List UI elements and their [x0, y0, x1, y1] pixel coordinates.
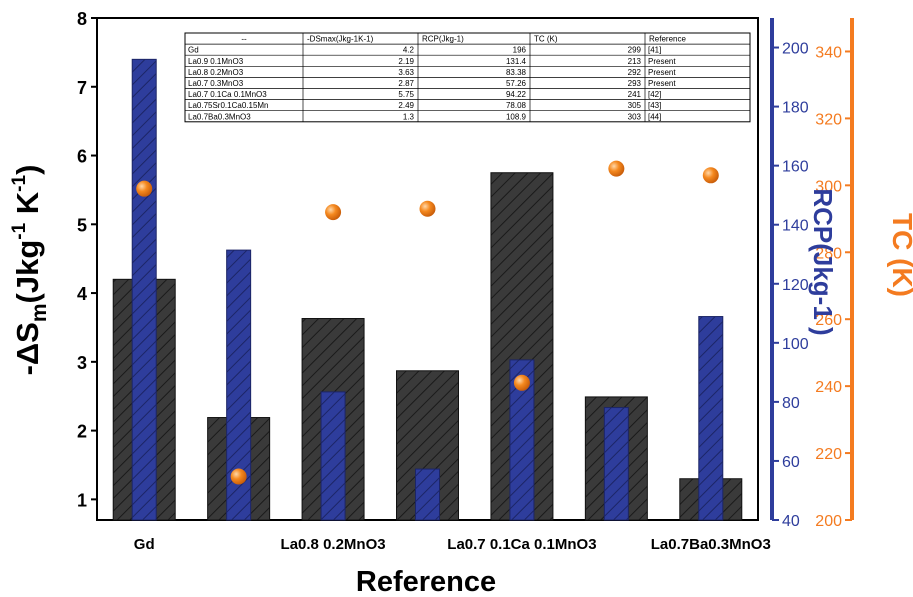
- tc-axis-tick-label: 200: [815, 513, 842, 530]
- left-axis-title-sup1: -1: [9, 222, 30, 239]
- table-cell: 1.3: [403, 112, 415, 121]
- table-cell: 78.08: [506, 101, 527, 110]
- table-cell: 94.22: [506, 90, 527, 99]
- table-header-cell: -DSmax(Jkg-1K-1): [307, 35, 374, 44]
- left-axis-tick-label: 5: [77, 215, 87, 235]
- dsm-bar-series: [112, 172, 743, 521]
- left-axis-tick-label: 8: [77, 9, 87, 29]
- table-cell: [43]: [648, 101, 661, 110]
- tc-marker: [419, 200, 436, 217]
- left-axis-tick-label: 2: [77, 422, 87, 442]
- tc-axis-title: TC (K): [887, 213, 913, 297]
- table-cell: La0.75Sr0.1Ca0.15Mn: [188, 101, 269, 110]
- tc-marker: [325, 204, 342, 221]
- tc-marker: [702, 167, 719, 184]
- table-cell: Present: [648, 79, 676, 88]
- x-axis-tick-label: La0.8 0.2MnO3: [281, 536, 386, 553]
- x-axis-tick-label: La0.7Ba0.3MnO3: [651, 536, 771, 553]
- table-cell: [42]: [648, 90, 661, 99]
- rcp-bar: [320, 391, 346, 521]
- table-cell: 241: [628, 90, 642, 99]
- x-axis-tick-label: La0.7 0.1Ca 0.1MnO3: [447, 536, 596, 553]
- tc-axis-tick-label: 340: [815, 44, 842, 61]
- rcp-axis-tick-label: 200: [782, 41, 809, 58]
- tc-marker: [513, 374, 530, 391]
- table-cell: La0.7 0.1Ca 0.1MnO3: [188, 90, 267, 99]
- table-cell: 108.9: [506, 112, 527, 121]
- rcp-axis-tick-label: 160: [782, 159, 809, 176]
- axes: 1 2 3 4 5 6 7 8 40 60 80 100 120 140 160 180 200 200 220 24…: [77, 9, 854, 553]
- left-axis-tick-label: 6: [77, 147, 87, 167]
- rcp-bar: [415, 468, 440, 521]
- table-cell: 305: [628, 101, 642, 110]
- left-axis-tick-label: 1: [77, 490, 87, 510]
- table-cell: 196: [513, 46, 527, 55]
- tc-axis-tick-label: 280: [815, 245, 842, 262]
- tc-marker-series: [136, 160, 719, 485]
- table-cell: La0.7 0.3MnO3: [188, 79, 244, 88]
- left-axis-title-end: ): [10, 165, 45, 175]
- table-cell: 303: [628, 112, 642, 121]
- table-cell: 292: [628, 68, 642, 77]
- left-axis-tick-label: 7: [77, 78, 87, 98]
- table-cell: 293: [628, 79, 642, 88]
- left-axis-title-sub: m: [28, 303, 51, 322]
- rcp-bar: [131, 58, 157, 521]
- tc-marker: [136, 180, 153, 197]
- table-cell: [44]: [648, 112, 661, 121]
- tc-axis-tick-label: 300: [815, 178, 842, 195]
- x-axis-title: Reference: [356, 566, 496, 597]
- table-cell: 3.63: [398, 68, 414, 77]
- table-cell: [41]: [648, 46, 661, 55]
- table-cell: 4.2: [403, 46, 415, 55]
- table-cell: La0.9 0.1MnO3: [188, 57, 244, 66]
- table-cell: 2.87: [398, 79, 414, 88]
- tc-axis-tick-label: 320: [815, 111, 842, 128]
- rcp-axis-title: RCP(Jkg-1 ): [808, 188, 838, 335]
- table-cell: 299: [628, 46, 642, 55]
- tc-axis-tick-label: 240: [815, 379, 842, 396]
- table-header-cell: Reference: [649, 35, 686, 44]
- table-cell: 57.26: [506, 79, 527, 88]
- data-table: -- -DSmax(Jkg-1K-1) RCP(Jkg-1) TC (K) Refere…: [184, 32, 751, 123]
- tc-marker: [608, 160, 625, 177]
- table-cell: 2.49: [398, 101, 414, 110]
- left-axis-title-rest: (Jkg: [10, 240, 45, 304]
- rcp-axis-tick-label: 180: [782, 100, 809, 117]
- table-cell: 5.75: [398, 90, 414, 99]
- left-axis-title-sup2: -1: [9, 174, 30, 191]
- table-cell: Gd: [188, 46, 199, 55]
- left-axis-title: -ΔSm(Jkg-1 K-1): [9, 165, 51, 376]
- table-cell: Present: [648, 57, 676, 66]
- tc-axis-tick-label: 220: [815, 446, 842, 463]
- table-cell: 131.4: [506, 57, 527, 66]
- x-axis-tick-label: Gd: [134, 536, 155, 553]
- table-cell: 83.38: [506, 68, 527, 77]
- rcp-axis-tick-label: 100: [782, 336, 809, 353]
- table-cell: La0.7Ba0.3MnO3: [188, 112, 251, 121]
- table-cell: La0.8 0.2MnO3: [188, 68, 244, 77]
- table-header-cell: TC (K): [534, 35, 558, 44]
- rcp-axis-tick-label: 80: [782, 395, 800, 412]
- table-header-cell: --: [241, 35, 247, 44]
- table-header-cell: RCP(Jkg-1): [422, 35, 464, 44]
- rcp-axis-tick-label: 120: [782, 277, 809, 294]
- rcp-bar: [509, 359, 535, 521]
- tc-marker: [230, 468, 247, 485]
- rcp-axis-tick-label: 60: [782, 454, 800, 471]
- rcp-axis-tick-label: 40: [782, 513, 800, 530]
- rcp-bar: [603, 407, 629, 521]
- rcp-bar: [698, 316, 724, 521]
- table-cell: Present: [648, 68, 676, 77]
- rcp-axis-tick-label: 140: [782, 218, 809, 235]
- table-cell: 213: [628, 57, 642, 66]
- left-axis-title-mid: K: [10, 191, 45, 223]
- left-axis-tick-label: 3: [77, 353, 87, 373]
- tc-axis-tick-label: 260: [815, 312, 842, 329]
- left-axis-tick-label: 4: [77, 284, 87, 304]
- left-axis-title-main: -ΔS: [10, 322, 45, 375]
- table-cell: 2.19: [398, 57, 414, 66]
